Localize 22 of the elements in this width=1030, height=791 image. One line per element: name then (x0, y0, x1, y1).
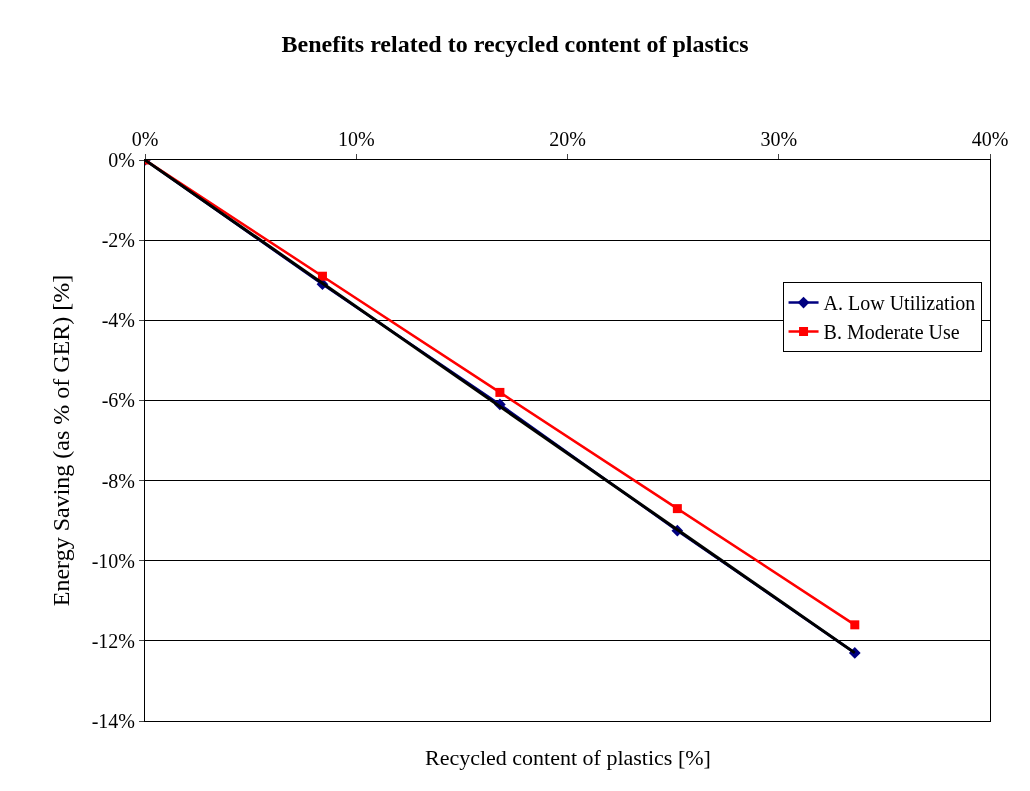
point (317, 271, 327, 281)
x-tick-label: 0% (131, 128, 159, 150)
point (672, 504, 682, 514)
y-tick-label: -10% (91, 549, 135, 572)
x-tick-label: 10% (337, 128, 375, 150)
y-tick-label: -4% (101, 309, 135, 332)
y-tick-label: 0% (108, 149, 135, 171)
x-axis-title: Recycled content of plastics [%] (425, 745, 711, 770)
x-tick-label: 20% (549, 128, 586, 150)
y-tick-label: -6% (101, 389, 135, 412)
point (495, 387, 505, 397)
point (850, 620, 860, 630)
legend-label: A. Low Utilization (823, 292, 976, 315)
y-axis-title: Energy Saving (as % of GER) [%] (47, 274, 74, 607)
x-tick-label: 30% (760, 128, 798, 150)
x-tick-label: 40% (971, 128, 1009, 150)
y-tick-label: -2% (101, 229, 135, 252)
y-tick-label: -14% (91, 710, 135, 732)
y-tick-label: -12% (91, 629, 135, 652)
legend-label: B. Moderate Use (823, 321, 960, 344)
y-tick-label: -8% (101, 469, 135, 492)
chart-title: Benefits related to recycled content of plastics (281, 31, 749, 58)
